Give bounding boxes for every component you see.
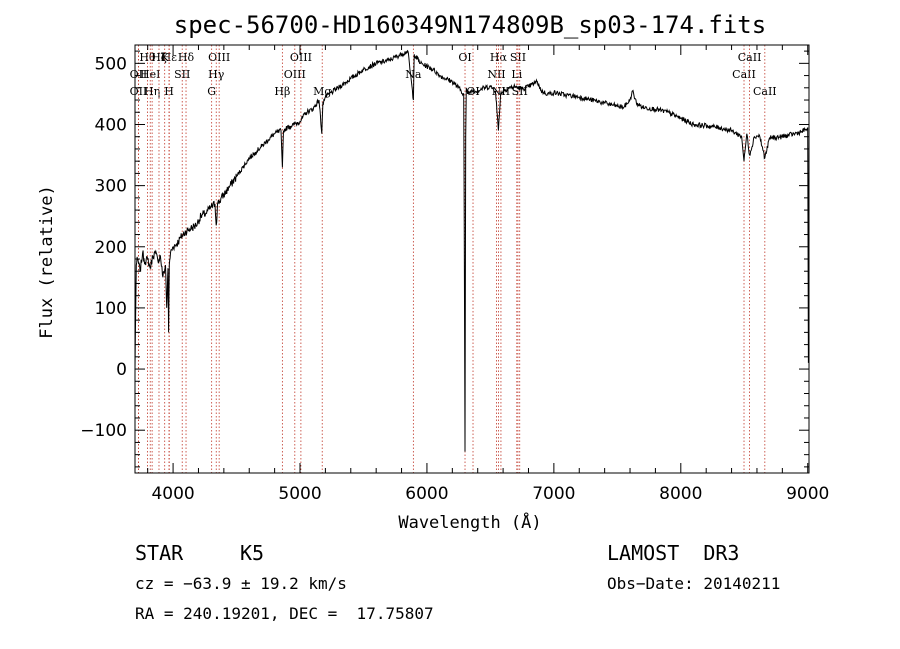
line-marker-label-16: OIII	[290, 51, 312, 64]
line-marker-label-12: Hγ	[208, 68, 225, 81]
y-axis-label: Flux (relative)	[37, 185, 57, 339]
line-marker-label-9: H	[164, 85, 174, 98]
line-marker-label-24: SII	[510, 51, 526, 64]
line-marker-label-29: CaII	[753, 85, 777, 98]
line-marker-label-2: Hθ	[139, 51, 156, 64]
survey-label: LAMOST DR3	[607, 541, 740, 565]
line-marker-label-22: Hα	[490, 51, 508, 64]
line-marker-label-27: CaII	[732, 68, 756, 81]
x-tick-label-5: 9000	[786, 484, 829, 504]
line-marker-label-17: Mg	[313, 85, 331, 98]
line-marker-label-21: NII	[487, 68, 505, 81]
y-tick-label-3: 200	[95, 238, 127, 258]
x-tick-label-3: 7000	[532, 484, 575, 504]
chart-title: spec-56700-HD160349N174809B_sp03-174.fit…	[174, 11, 766, 39]
y-tick-label-4: 300	[95, 177, 127, 197]
line-marker-label-8: SII	[174, 68, 190, 81]
y-tick-label-6: 500	[95, 54, 127, 74]
x-tick-label-4: 8000	[659, 484, 702, 504]
line-marker-label-19: OI	[458, 51, 471, 64]
line-marker-label-15: OIII	[284, 68, 306, 81]
line-marker-label-14: Hβ	[274, 85, 290, 98]
line-marker-label-28: CaII	[738, 51, 762, 64]
x-axis-label: Wavelength (Å)	[398, 511, 541, 533]
line-marker-label-25: Li	[511, 68, 522, 81]
subclass-label: K5	[240, 541, 265, 565]
cz-label: cz = −63.9 ± 19.2 km/s	[135, 574, 347, 593]
plot-frame	[134, 44, 810, 474]
y-tick-label-1: 0	[116, 360, 127, 380]
axis-ticks: 4000 5000 6000 7000 8000 9000 −100 0 100 200 300 40…	[80, 45, 829, 504]
x-tick-label-1: 5000	[278, 484, 321, 504]
line-marker-label-7: Hε	[162, 51, 178, 64]
y-tick-label-5: 400	[95, 115, 127, 135]
x-tick-label-0: 4000	[151, 484, 194, 504]
line-marker-label-3: HeI	[140, 68, 160, 81]
line-marker-label-11: OIII	[208, 51, 230, 64]
line-marker-label-10: Hδ	[178, 51, 195, 64]
line-marker-label-1: OII	[130, 85, 148, 98]
line-marker-label-26: SII	[512, 85, 528, 98]
line-marker-label-4: Hη	[144, 85, 160, 98]
y-tick-label-0: −100	[80, 421, 127, 441]
line-marker-label-6: K	[161, 51, 170, 64]
obs-date-label: Obs−Date: 20140211	[607, 574, 781, 593]
series-line-flux	[134, 49, 810, 452]
coords-label: RA = 240.19201, DEC = 17.75807	[135, 604, 434, 623]
line-marker-label-5: Hζ	[151, 51, 167, 64]
line-marker-label-13: G	[207, 85, 216, 98]
x-tick-label-2: 6000	[405, 484, 448, 504]
class-label: STAR	[135, 541, 184, 565]
y-tick-label-2: 100	[95, 299, 127, 319]
